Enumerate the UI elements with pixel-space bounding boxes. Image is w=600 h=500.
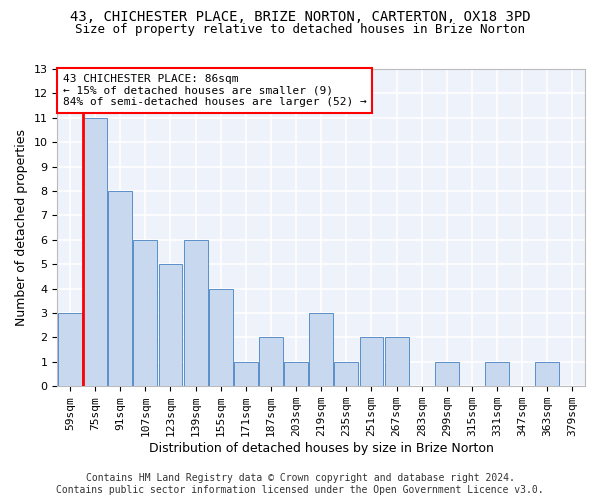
- Bar: [435, 362, 459, 386]
- Text: Contains HM Land Registry data © Crown copyright and database right 2024.
Contai: Contains HM Land Registry data © Crown c…: [56, 474, 544, 495]
- Bar: [234, 362, 258, 386]
- Bar: [133, 240, 157, 386]
- Bar: [158, 264, 182, 386]
- Text: Size of property relative to detached houses in Brize Norton: Size of property relative to detached ho…: [75, 22, 525, 36]
- Bar: [58, 313, 82, 386]
- Bar: [259, 338, 283, 386]
- X-axis label: Distribution of detached houses by size in Brize Norton: Distribution of detached houses by size …: [149, 442, 494, 455]
- Bar: [334, 362, 358, 386]
- Text: 43, CHICHESTER PLACE, BRIZE NORTON, CARTERTON, OX18 3PD: 43, CHICHESTER PLACE, BRIZE NORTON, CART…: [70, 10, 530, 24]
- Y-axis label: Number of detached properties: Number of detached properties: [15, 129, 28, 326]
- Bar: [209, 288, 233, 386]
- Bar: [485, 362, 509, 386]
- Bar: [535, 362, 559, 386]
- Bar: [83, 118, 107, 386]
- Bar: [309, 313, 333, 386]
- Bar: [108, 191, 132, 386]
- Bar: [385, 338, 409, 386]
- Bar: [359, 338, 383, 386]
- Text: 43 CHICHESTER PLACE: 86sqm
← 15% of detached houses are smaller (9)
84% of semi-: 43 CHICHESTER PLACE: 86sqm ← 15% of deta…: [62, 74, 367, 107]
- Bar: [184, 240, 208, 386]
- Bar: [284, 362, 308, 386]
